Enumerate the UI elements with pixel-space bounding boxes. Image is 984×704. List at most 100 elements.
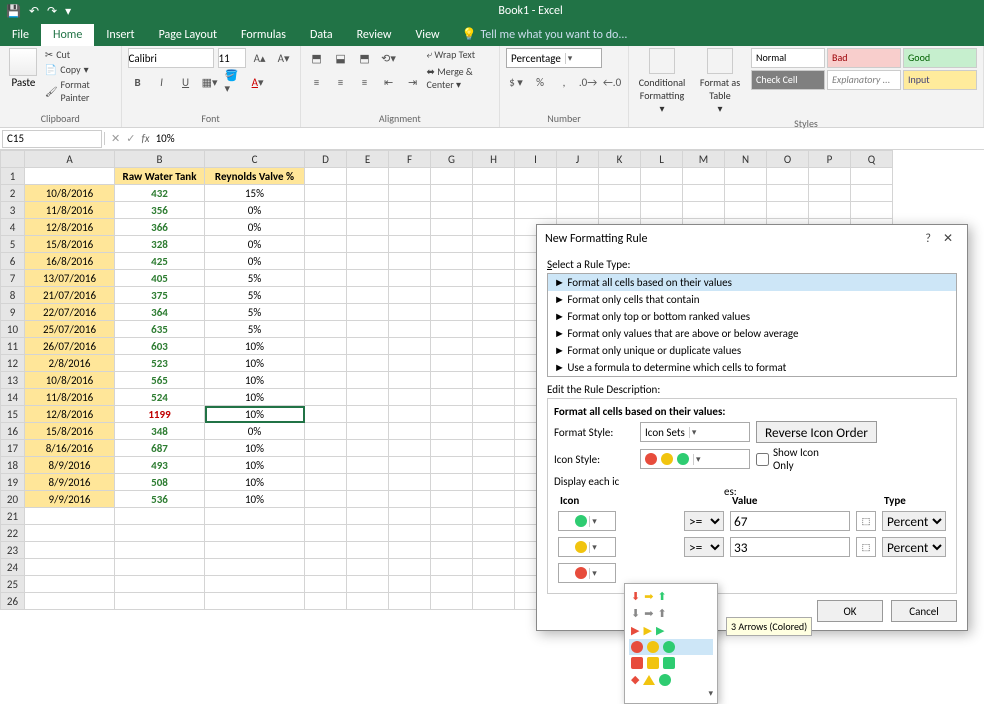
cell[interactable] (305, 304, 347, 321)
cell[interactable] (767, 168, 809, 185)
cell[interactable]: 10% (205, 372, 305, 389)
percent-icon[interactable]: % (530, 72, 550, 92)
cell[interactable] (767, 185, 809, 202)
cell[interactable] (347, 389, 389, 406)
cell[interactable] (431, 236, 473, 253)
dialog-close-icon[interactable]: ✕ (937, 231, 959, 246)
cell[interactable] (115, 559, 205, 576)
cell[interactable] (389, 542, 431, 559)
row-header[interactable]: 19 (1, 474, 25, 491)
fill-color-button[interactable]: 🪣▾ (224, 72, 244, 92)
cell[interactable] (205, 593, 305, 610)
style-cell[interactable]: Input (903, 70, 977, 90)
cell[interactable] (473, 559, 515, 576)
cell[interactable] (25, 542, 115, 559)
cell[interactable] (473, 440, 515, 457)
dialog-help-icon[interactable]: ? (919, 232, 937, 246)
cell[interactable] (347, 423, 389, 440)
row-header[interactable]: 26 (1, 593, 25, 610)
cell[interactable]: 16/8/2016 (25, 253, 115, 270)
cell[interactable] (305, 168, 347, 185)
cell[interactable] (641, 185, 683, 202)
currency-icon[interactable]: $ ▾ (506, 72, 526, 92)
cell[interactable] (305, 457, 347, 474)
cell[interactable] (347, 287, 389, 304)
cell[interactable] (305, 355, 347, 372)
cell[interactable] (305, 219, 347, 236)
cell[interactable]: 12/8/2016 (25, 406, 115, 423)
cell[interactable] (305, 542, 347, 559)
cell[interactable] (305, 236, 347, 253)
cell[interactable] (347, 321, 389, 338)
tab-home[interactable]: Home (41, 24, 94, 46)
cell[interactable] (25, 576, 115, 593)
cell[interactable]: 0% (205, 219, 305, 236)
show-icon-only-checkbox[interactable]: Show Icon Only (756, 446, 836, 472)
cell[interactable] (389, 406, 431, 423)
cell[interactable] (431, 474, 473, 491)
cell[interactable] (389, 270, 431, 287)
cell[interactable] (683, 185, 725, 202)
cell[interactable] (641, 202, 683, 219)
style-cell[interactable]: Explanatory ... (827, 70, 901, 90)
cell[interactable]: 328 (115, 236, 205, 253)
cell[interactable]: 15% (205, 185, 305, 202)
inc-decimal-icon[interactable]: .0→ (578, 72, 598, 92)
cell[interactable] (347, 253, 389, 270)
cell[interactable] (431, 576, 473, 593)
col-header[interactable]: F (389, 151, 431, 168)
underline-button[interactable]: U (176, 72, 196, 92)
cell[interactable] (347, 576, 389, 593)
tab-file[interactable]: File (0, 24, 41, 46)
type-select-1[interactable]: Percent (882, 511, 946, 531)
cell[interactable] (347, 202, 389, 219)
col-header[interactable]: C (205, 151, 305, 168)
cell[interactable]: 536 (115, 491, 205, 508)
row-header[interactable]: 21 (1, 508, 25, 525)
cell[interactable]: 1199 (115, 406, 205, 423)
cell[interactable] (725, 168, 767, 185)
ok-button[interactable]: OK (817, 600, 883, 622)
cell[interactable] (473, 593, 515, 610)
cell[interactable] (25, 168, 115, 185)
cell[interactable] (347, 168, 389, 185)
cell[interactable] (473, 321, 515, 338)
cell[interactable]: 5% (205, 304, 305, 321)
cell[interactable]: 425 (115, 253, 205, 270)
increase-font-icon[interactable]: A▴ (250, 48, 270, 68)
save-icon[interactable]: 💾 (6, 4, 21, 19)
cell[interactable]: 366 (115, 219, 205, 236)
cell[interactable] (473, 491, 515, 508)
italic-button[interactable]: I (152, 72, 172, 92)
indent-inc-icon[interactable]: ⇥ (403, 72, 423, 92)
cell[interactable]: 9/9/2016 (25, 491, 115, 508)
cell[interactable] (389, 355, 431, 372)
row-header[interactable]: 25 (1, 576, 25, 593)
cell[interactable] (557, 168, 599, 185)
cell[interactable] (473, 270, 515, 287)
col-header[interactable]: P (809, 151, 851, 168)
bold-button[interactable]: B (128, 72, 148, 92)
row-header[interactable]: 10 (1, 321, 25, 338)
row-header[interactable]: 20 (1, 491, 25, 508)
cell[interactable]: 5% (205, 321, 305, 338)
cell[interactable] (389, 559, 431, 576)
col-header[interactable]: Q (851, 151, 893, 168)
cell[interactable] (473, 542, 515, 559)
cell[interactable] (473, 236, 515, 253)
icon-set-picker[interactable]: ⬇➡⬆ ⬇➡⬆ ▶▶▶ ◆ ▾ (624, 583, 718, 704)
cell[interactable] (431, 593, 473, 610)
row-header[interactable]: 11 (1, 338, 25, 355)
cell[interactable] (431, 355, 473, 372)
wrap-text-button[interactable]: ⤶ Wrap Text (427, 48, 493, 61)
style-cell[interactable]: Normal (751, 48, 825, 68)
cell[interactable]: 405 (115, 270, 205, 287)
cell[interactable] (599, 202, 641, 219)
cell[interactable] (347, 355, 389, 372)
cell[interactable] (431, 185, 473, 202)
cell[interactable] (389, 389, 431, 406)
cell[interactable] (683, 202, 725, 219)
cell[interactable] (389, 253, 431, 270)
cell[interactable]: 22/07/2016 (25, 304, 115, 321)
cell[interactable] (389, 576, 431, 593)
